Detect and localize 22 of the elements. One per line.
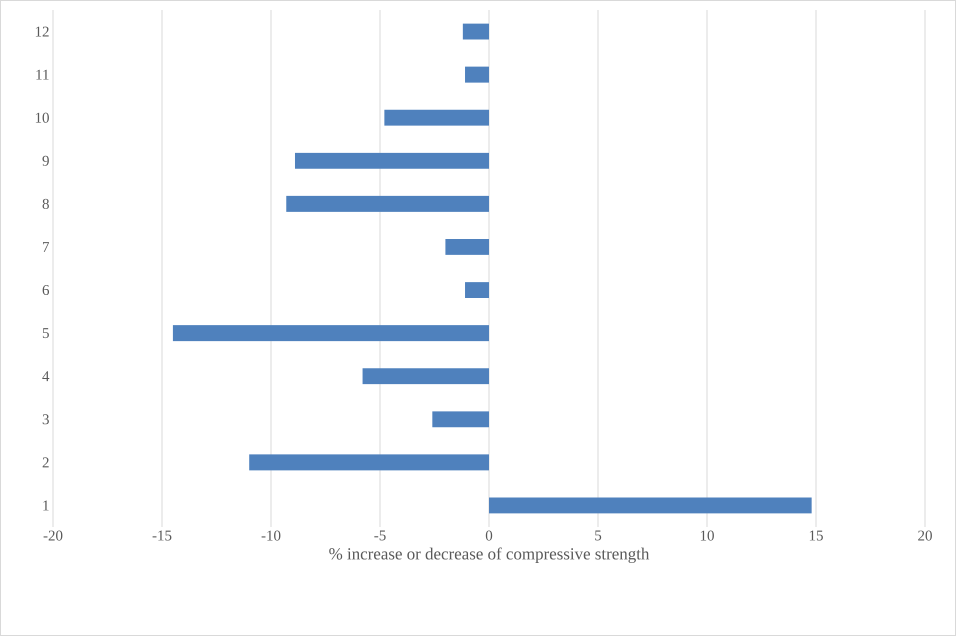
x-axis-title: % increase or decrease of compressive strength [329, 547, 650, 564]
y-tick-label: 9 [42, 156, 49, 166]
y-tick-label: 12 [36, 26, 49, 36]
y-tick-label: 1 [43, 500, 49, 510]
x-tick-label: -15 [152, 530, 172, 541]
y-tick-label: 5 [42, 328, 49, 338]
x-tick-label: 15 [810, 530, 823, 541]
x-tick-label: -10 [262, 530, 280, 541]
y-tick-label: 10 [36, 112, 49, 123]
y-tick-label: 6 [42, 285, 50, 296]
y-tick-label: 7 [42, 242, 50, 252]
y-tick-label: 4 [42, 371, 50, 382]
x-tick-label: 0 [486, 530, 492, 541]
y-tick-label: 3 [42, 414, 49, 424]
x-tick-label: 20 [918, 530, 932, 541]
y-tick-label: 11 [36, 70, 49, 80]
y-tick-label: 2 [42, 457, 49, 468]
x-tick-label: -5 [374, 530, 386, 540]
x-tick-label: 5 [595, 530, 602, 540]
x-tick-label: -20 [44, 530, 62, 541]
y-tick-label: 8 [42, 198, 49, 209]
x-tick-label: 10 [700, 530, 714, 541]
